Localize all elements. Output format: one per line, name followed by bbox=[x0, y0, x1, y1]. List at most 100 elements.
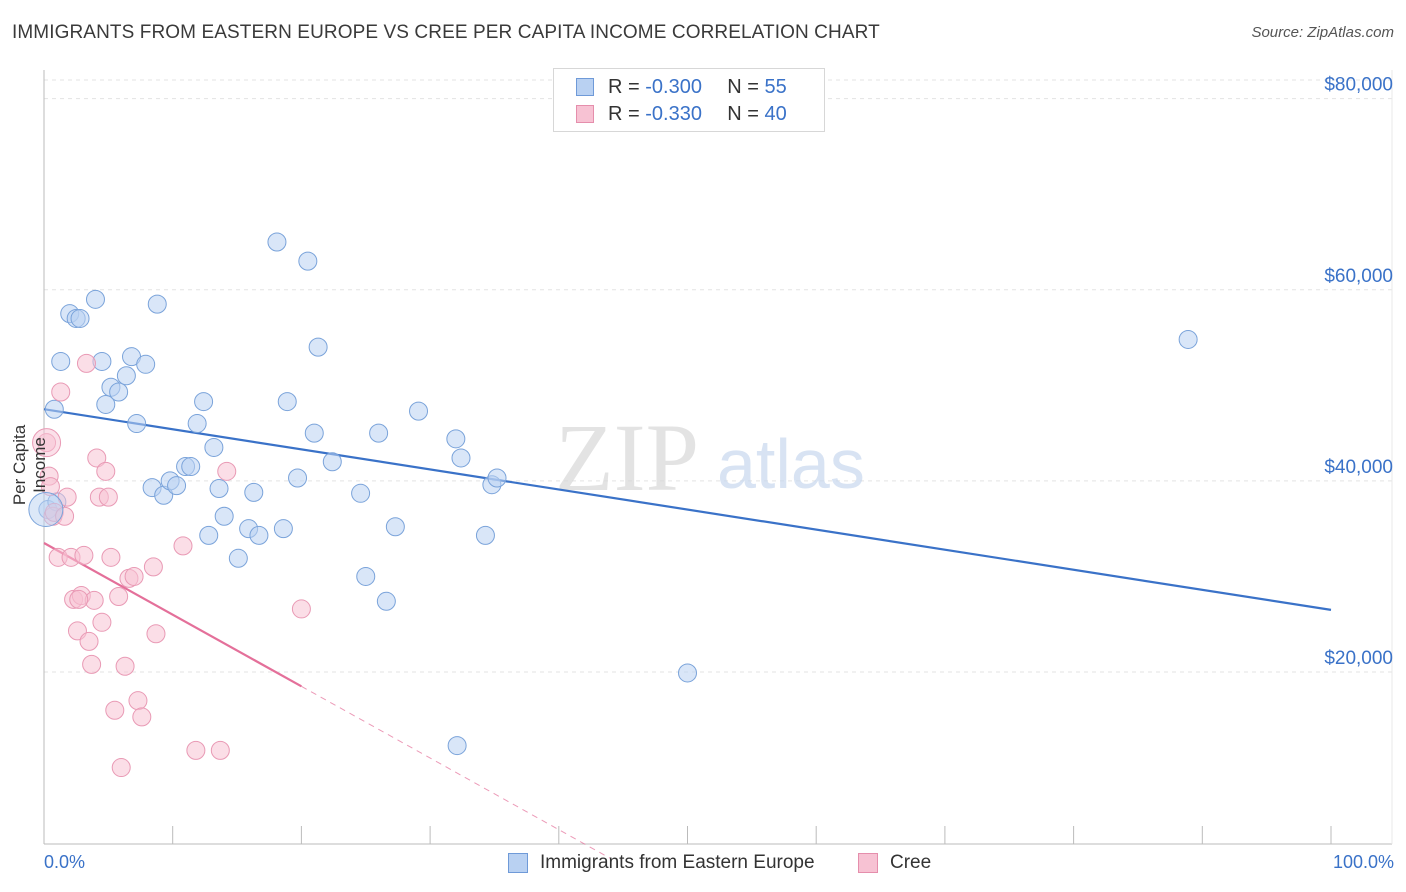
n-value: 55 bbox=[764, 75, 787, 98]
source-label: Source: ZipAtlas.com bbox=[1251, 24, 1394, 41]
point-eastern-europe bbox=[194, 392, 214, 412]
y-tick-label: $80,000 bbox=[1324, 75, 1393, 96]
point-eastern-europe bbox=[376, 591, 396, 611]
point-eastern-europe bbox=[244, 482, 264, 502]
blue-swatch bbox=[508, 853, 528, 873]
point-eastern-europe bbox=[109, 382, 129, 402]
point-eastern-europe bbox=[356, 566, 376, 586]
point-eastern-europe bbox=[44, 399, 64, 419]
point-cree bbox=[128, 691, 148, 711]
point-eastern-europe bbox=[214, 506, 234, 526]
point-eastern-europe bbox=[298, 251, 318, 271]
point-eastern-europe bbox=[70, 308, 90, 328]
bottom-legend-cree: Cree bbox=[858, 852, 931, 874]
n-value: 40 bbox=[764, 102, 787, 125]
point-cree bbox=[186, 740, 206, 760]
point-cree bbox=[217, 461, 237, 481]
point-cree bbox=[82, 654, 102, 674]
point-cree bbox=[109, 587, 129, 607]
point-cree bbox=[132, 707, 152, 727]
point-cree bbox=[98, 487, 118, 507]
point-eastern-europe bbox=[249, 525, 269, 545]
point-eastern-europe-large bbox=[28, 492, 64, 528]
data-points bbox=[28, 232, 1198, 778]
point-cree bbox=[74, 545, 94, 565]
point-eastern-europe bbox=[85, 289, 105, 309]
point-cree bbox=[69, 589, 89, 609]
n-label: N = bbox=[727, 75, 759, 98]
watermark-zip: ZIP bbox=[555, 404, 699, 511]
point-cree bbox=[291, 599, 311, 619]
bottom-legend-eastern-europe: Immigrants from Eastern Europe bbox=[508, 852, 815, 874]
y-tick-label: $20,000 bbox=[1324, 648, 1393, 669]
point-eastern-europe bbox=[127, 414, 147, 434]
watermark-atlas: atlas bbox=[717, 425, 865, 503]
trend-lines bbox=[43, 408, 1332, 859]
blue-swatch bbox=[576, 78, 594, 96]
point-cree bbox=[101, 547, 121, 567]
point-cree bbox=[143, 557, 163, 577]
point-cree bbox=[111, 758, 131, 778]
pink-swatch bbox=[576, 105, 594, 123]
point-eastern-europe bbox=[288, 468, 308, 488]
x-axis-max-label: 100.0% bbox=[1332, 852, 1394, 872]
point-eastern-europe bbox=[1178, 329, 1198, 349]
point-eastern-europe bbox=[167, 476, 187, 496]
point-eastern-europe bbox=[116, 366, 136, 386]
point-eastern-europe bbox=[385, 517, 405, 537]
y-axis-label: Per Capita Income bbox=[10, 424, 49, 506]
point-eastern-europe bbox=[204, 437, 224, 457]
point-eastern-europe bbox=[51, 351, 71, 371]
point-eastern-europe bbox=[147, 294, 167, 314]
point-eastern-europe bbox=[369, 423, 389, 443]
point-eastern-europe bbox=[96, 394, 116, 414]
point-eastern-europe bbox=[209, 479, 229, 499]
point-eastern-europe bbox=[308, 337, 328, 357]
n-label: N = bbox=[727, 102, 759, 125]
point-eastern-europe bbox=[409, 401, 429, 421]
point-eastern-europe bbox=[199, 525, 219, 545]
point-eastern-europe bbox=[277, 392, 297, 412]
point-cree bbox=[105, 700, 125, 720]
trend-eastern-europe bbox=[43, 408, 1332, 611]
point-eastern-europe bbox=[678, 663, 697, 683]
point-eastern-europe bbox=[228, 548, 248, 568]
chart-title: IMMIGRANTS FROM EASTERN EUROPE VS CREE P… bbox=[12, 22, 880, 43]
y-tick-label: $60,000 bbox=[1324, 266, 1393, 287]
point-cree bbox=[51, 382, 71, 402]
x-axis-min-label: 0.0% bbox=[44, 852, 86, 872]
point-eastern-europe bbox=[447, 736, 467, 756]
point-eastern-europe bbox=[304, 423, 324, 443]
pink-swatch bbox=[858, 853, 878, 873]
correlation-legend: R = -0.300 N = 55 R = -0.330 N = 40 bbox=[553, 68, 825, 132]
point-eastern-europe bbox=[446, 429, 466, 449]
point-eastern-europe bbox=[187, 414, 207, 434]
point-eastern-europe bbox=[273, 519, 293, 539]
legend-row-eastern-europe: R = -0.300 N = 55 bbox=[576, 74, 787, 100]
r-value: -0.330 bbox=[645, 102, 702, 125]
point-eastern-europe bbox=[322, 452, 342, 472]
point-cree bbox=[79, 631, 99, 651]
legend-row-cree: R = -0.330 N = 40 bbox=[576, 101, 787, 127]
bottom-legend-label: Cree bbox=[890, 852, 932, 873]
point-cree bbox=[146, 624, 166, 644]
y-tick-labels: $20,000 $40,000 $60,000 $80,000 bbox=[1324, 75, 1393, 669]
r-label: R = bbox=[608, 102, 640, 125]
gridlines bbox=[44, 79, 1392, 673]
point-cree bbox=[87, 448, 107, 468]
trend-cree-extension bbox=[301, 685, 611, 859]
point-eastern-europe bbox=[181, 457, 201, 477]
point-eastern-europe bbox=[267, 232, 287, 252]
point-cree bbox=[173, 536, 193, 556]
point-cree bbox=[210, 740, 230, 760]
point-cree bbox=[76, 353, 96, 373]
point-eastern-europe bbox=[475, 525, 495, 545]
axes bbox=[43, 70, 1393, 845]
point-cree bbox=[96, 461, 116, 481]
point-eastern-europe bbox=[351, 483, 371, 503]
point-cree bbox=[124, 566, 144, 586]
point-cree-large bbox=[32, 428, 62, 458]
point-cree bbox=[92, 612, 112, 632]
point-cree bbox=[115, 656, 135, 676]
